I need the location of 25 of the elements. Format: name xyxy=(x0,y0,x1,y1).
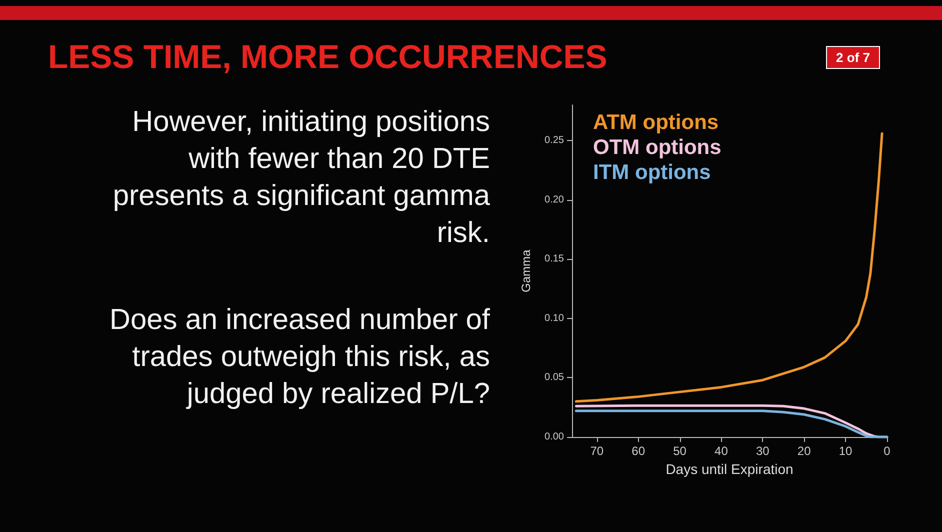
text: ATM options xyxy=(593,111,719,134)
y-tick-label: 0.15 xyxy=(544,254,564,265)
line-series xyxy=(574,410,888,438)
text: However, initiating positions with fewer than 20 DTE presents a significant gamma risk. xyxy=(112,105,490,251)
y-tick-label: 0.05 xyxy=(544,372,564,384)
text: ITM options xyxy=(593,161,711,184)
line-series xyxy=(574,132,884,403)
x-tick-label: 70 xyxy=(590,444,604,458)
x-tick-label: 60 xyxy=(632,444,646,458)
y-tick-label: 0.10 xyxy=(544,312,564,324)
x-tick-label: 30 xyxy=(756,444,770,458)
x-tick-label: 20 xyxy=(797,444,812,458)
x-axis-title: Days until Expiration xyxy=(666,460,794,477)
y-axis-title: Gamma xyxy=(519,249,533,292)
x-tick-label: 40 xyxy=(714,444,728,458)
text: OTM options xyxy=(593,136,722,159)
text: Does an increased number of trades outweigh this risk, as judged by realized P/L? xyxy=(108,303,490,412)
y-tick-label: 0.25 xyxy=(544,135,564,146)
text: 2 of 7 xyxy=(826,46,880,69)
y-tick-label: 0.00 xyxy=(544,432,564,442)
x-tick-label: 10 xyxy=(838,444,853,458)
x-tick-label: 0 xyxy=(884,444,891,458)
x-tick-label: 50 xyxy=(673,444,687,458)
chart-title: LESS TIME, MORE OCCURRENCES xyxy=(48,38,608,76)
y-tick-label: 0.20 xyxy=(544,194,564,206)
